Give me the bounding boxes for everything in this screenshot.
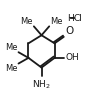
Text: OH: OH xyxy=(66,53,79,62)
Text: Me: Me xyxy=(5,64,18,73)
Text: Me: Me xyxy=(5,43,18,52)
Text: Me: Me xyxy=(21,17,33,26)
Text: NH$_2$: NH$_2$ xyxy=(32,78,51,91)
Text: Me: Me xyxy=(50,17,62,26)
Text: O: O xyxy=(66,26,74,36)
Text: H: H xyxy=(68,14,74,23)
Text: Cl: Cl xyxy=(74,14,83,23)
